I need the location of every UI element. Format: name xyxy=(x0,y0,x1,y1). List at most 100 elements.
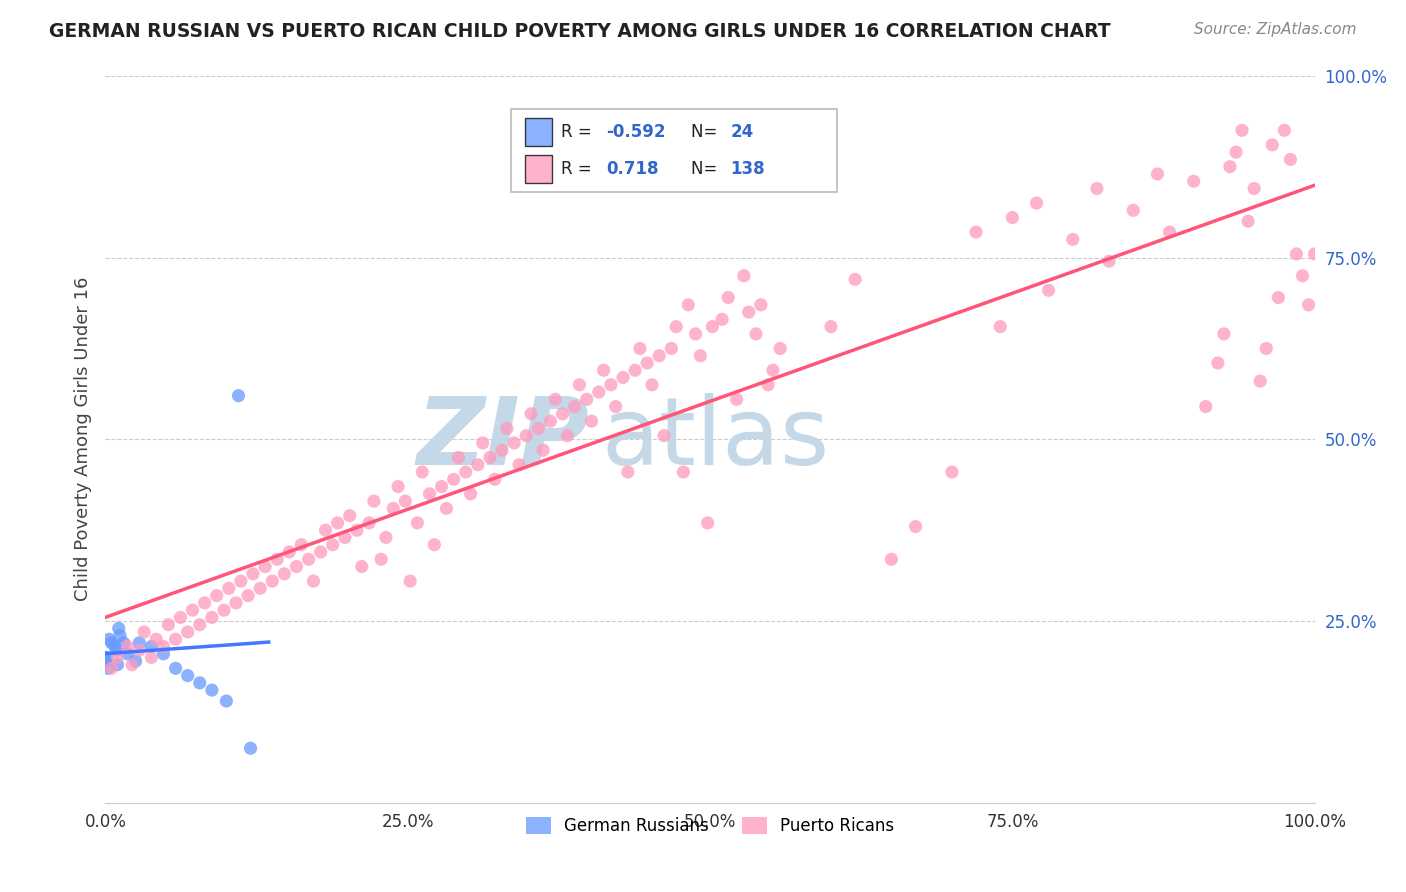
Point xyxy=(965,225,987,239)
Point xyxy=(520,407,543,421)
Point xyxy=(107,657,129,672)
Point xyxy=(112,636,135,650)
Point xyxy=(1285,247,1308,261)
Point xyxy=(363,494,385,508)
Point xyxy=(1274,123,1296,137)
Point xyxy=(309,545,332,559)
Point xyxy=(1243,181,1265,195)
Point xyxy=(1038,283,1060,297)
Point xyxy=(387,479,409,493)
Point xyxy=(749,298,772,312)
Text: ZIP: ZIP xyxy=(416,393,589,485)
Text: 24: 24 xyxy=(731,123,754,141)
Point xyxy=(568,377,591,392)
Point xyxy=(762,363,785,377)
Point xyxy=(157,617,180,632)
Point xyxy=(1062,232,1084,246)
Point xyxy=(382,501,405,516)
Point xyxy=(315,523,337,537)
Point xyxy=(152,640,174,654)
Point xyxy=(134,624,156,639)
Point xyxy=(201,610,224,624)
Point xyxy=(249,582,271,596)
FancyBboxPatch shape xyxy=(524,118,551,145)
Point xyxy=(98,632,121,647)
Point xyxy=(375,531,398,545)
Point xyxy=(205,589,228,603)
Point xyxy=(97,661,120,675)
Point xyxy=(406,516,429,530)
Point xyxy=(121,657,143,672)
Text: Source: ZipAtlas.com: Source: ZipAtlas.com xyxy=(1194,22,1357,37)
Point xyxy=(612,370,634,384)
Point xyxy=(636,356,658,370)
Point xyxy=(641,377,664,392)
Point xyxy=(491,443,513,458)
Point xyxy=(350,559,373,574)
Point xyxy=(454,465,477,479)
Point xyxy=(141,640,163,654)
Point xyxy=(239,741,262,756)
Point xyxy=(685,326,707,341)
Point xyxy=(1146,167,1168,181)
Point xyxy=(1303,247,1326,261)
Point xyxy=(399,574,422,588)
Point xyxy=(617,465,640,479)
Point xyxy=(218,582,240,596)
Point xyxy=(880,552,903,566)
Point xyxy=(988,319,1011,334)
Point xyxy=(1267,291,1289,305)
Point xyxy=(104,640,127,654)
Point xyxy=(254,559,277,574)
Point xyxy=(302,574,325,588)
Point xyxy=(94,650,117,665)
Point xyxy=(1256,342,1278,356)
Point xyxy=(665,319,688,334)
Point xyxy=(503,436,526,450)
Point xyxy=(738,305,761,319)
Point xyxy=(176,624,198,639)
Point xyxy=(1085,181,1108,195)
Point xyxy=(181,603,204,617)
Point xyxy=(478,450,501,465)
Point xyxy=(262,574,284,588)
Point xyxy=(678,298,700,312)
Point xyxy=(1249,374,1271,388)
Point xyxy=(941,465,963,479)
Point xyxy=(844,272,866,286)
Point xyxy=(322,538,344,552)
Point xyxy=(515,428,537,442)
Point xyxy=(648,349,671,363)
Point xyxy=(176,668,198,682)
Point xyxy=(904,519,927,533)
Point xyxy=(215,694,238,708)
Point xyxy=(745,326,768,341)
Text: atlas: atlas xyxy=(602,393,830,485)
Point xyxy=(290,538,312,552)
Point xyxy=(581,414,603,428)
Point xyxy=(128,643,150,657)
Point xyxy=(339,508,361,523)
Text: 138: 138 xyxy=(731,160,765,178)
Point xyxy=(266,552,288,566)
Point xyxy=(423,538,446,552)
Point xyxy=(1213,326,1236,341)
Point xyxy=(1025,196,1047,211)
Point xyxy=(508,458,530,472)
Point xyxy=(588,385,610,400)
Point xyxy=(107,650,129,665)
Point xyxy=(564,400,586,414)
Point xyxy=(242,566,264,581)
Point xyxy=(711,312,734,326)
Point xyxy=(672,465,695,479)
Point xyxy=(394,494,416,508)
Point xyxy=(370,552,392,566)
Point xyxy=(357,516,380,530)
Point xyxy=(228,389,250,403)
Point xyxy=(188,676,211,690)
Text: GERMAN RUSSIAN VS PUERTO RICAN CHILD POVERTY AMONG GIRLS UNDER 16 CORRELATION CH: GERMAN RUSSIAN VS PUERTO RICAN CHILD POV… xyxy=(49,22,1111,41)
Point xyxy=(107,621,129,635)
Point xyxy=(1195,400,1218,414)
Point xyxy=(225,596,247,610)
Point xyxy=(471,436,494,450)
